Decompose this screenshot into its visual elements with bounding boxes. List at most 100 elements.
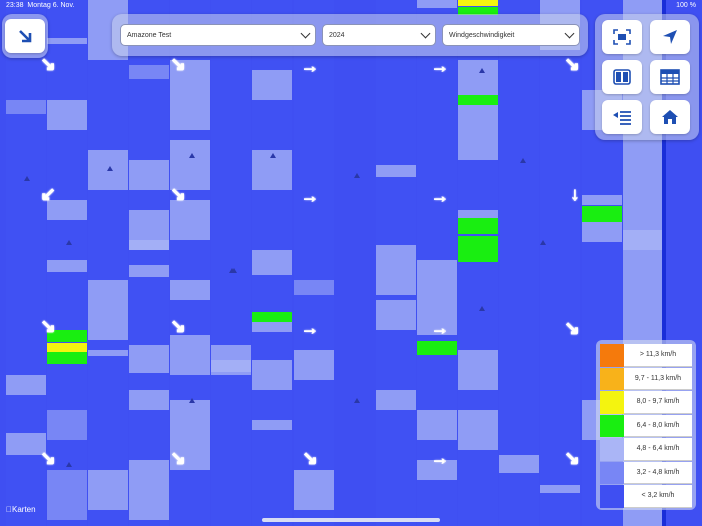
wind-direction-arrow-icon: ↘ bbox=[302, 448, 318, 469]
map-cell bbox=[88, 470, 128, 510]
map-cell bbox=[47, 330, 87, 342]
map-strip bbox=[417, 0, 457, 526]
wind-direction-arrow-icon: ↓ bbox=[570, 184, 580, 205]
map-cell bbox=[376, 300, 416, 330]
map-strip bbox=[47, 0, 87, 526]
arrow-down-right-icon bbox=[19, 30, 32, 43]
legend-swatch bbox=[600, 438, 624, 461]
metric-select-value: Windgeschwindigkeit bbox=[449, 31, 515, 39]
list-button[interactable] bbox=[602, 100, 642, 134]
map-marker-icon bbox=[479, 68, 485, 73]
metric-select[interactable]: Windgeschwindigkeit bbox=[442, 24, 580, 46]
legend-swatch bbox=[600, 391, 624, 414]
map-marker-icon bbox=[66, 462, 72, 467]
map-cell bbox=[458, 410, 498, 450]
map-cell bbox=[170, 60, 210, 130]
map-cell bbox=[170, 280, 210, 300]
map-cell bbox=[458, 0, 498, 6]
map-cell bbox=[252, 322, 292, 332]
map-strip bbox=[294, 0, 334, 526]
legend-row: 8,0 - 9,7 km/h bbox=[600, 391, 692, 414]
map-cell bbox=[458, 60, 498, 160]
map-cell bbox=[129, 65, 169, 79]
wind-direction-arrow-icon: → bbox=[301, 186, 320, 207]
map-marker-icon bbox=[354, 398, 360, 403]
map-cell bbox=[376, 390, 416, 410]
attribution-text: Karten bbox=[6, 505, 36, 514]
table-button[interactable] bbox=[650, 60, 690, 94]
map-strip bbox=[211, 0, 251, 526]
wind-direction-arrow-icon: ↘ bbox=[170, 448, 186, 469]
location-button[interactable] bbox=[650, 20, 690, 54]
map-cell bbox=[47, 260, 87, 272]
fullscreen-icon bbox=[613, 29, 631, 45]
status-bar: 23:38 Montag 6. Nov. 100 % bbox=[0, 0, 702, 13]
legend-row: 4,8 - 6,4 km/h bbox=[600, 438, 692, 461]
map-cell bbox=[458, 236, 498, 262]
map-cell bbox=[129, 265, 169, 277]
wind-direction-arrow-icon: ↘ bbox=[564, 318, 580, 339]
map-cell bbox=[417, 460, 457, 480]
map-cell bbox=[540, 485, 580, 493]
wind-direction-arrow-icon: ↘ bbox=[564, 54, 580, 75]
split-view-icon bbox=[613, 69, 631, 85]
legend-swatch bbox=[600, 367, 624, 390]
wind-direction-arrow-icon: → bbox=[431, 56, 450, 77]
map-cell bbox=[129, 460, 169, 520]
chevron-down-icon bbox=[300, 28, 311, 39]
map-strip bbox=[6, 0, 46, 526]
chevron-down-icon bbox=[564, 28, 575, 39]
wind-direction-arrow-icon: → bbox=[301, 318, 320, 339]
wind-direction-arrow-icon: ↘ bbox=[40, 316, 56, 337]
home-indicator[interactable] bbox=[262, 518, 440, 522]
map-strip bbox=[376, 0, 416, 526]
map-cell bbox=[582, 206, 622, 222]
map-cell bbox=[47, 352, 87, 364]
table-icon bbox=[660, 69, 680, 85]
wind-direction-arrow-icon: ↘ bbox=[40, 448, 56, 469]
back-button[interactable] bbox=[5, 19, 45, 53]
map-cell bbox=[417, 410, 457, 440]
map-cell bbox=[170, 400, 210, 440]
map-marker-icon bbox=[520, 158, 526, 163]
map-cell bbox=[458, 95, 498, 105]
field-select[interactable]: Amazone Test bbox=[120, 24, 316, 46]
map-marker-icon bbox=[479, 306, 485, 311]
home-icon bbox=[662, 110, 678, 124]
map-cell bbox=[170, 440, 210, 470]
map-marker-icon bbox=[66, 240, 72, 245]
legend-swatch bbox=[600, 344, 624, 367]
map-cell bbox=[88, 350, 128, 356]
map-cell bbox=[582, 195, 622, 205]
map-cell bbox=[6, 100, 46, 114]
map-cell bbox=[252, 250, 292, 275]
map-cell bbox=[170, 200, 210, 240]
map-cell bbox=[129, 240, 169, 250]
map-strip bbox=[170, 0, 210, 526]
map-strip bbox=[499, 0, 539, 526]
map-cell bbox=[417, 260, 457, 335]
legend-label: 6,4 - 8,0 km/h bbox=[624, 415, 692, 437]
location-arrow-icon bbox=[663, 30, 677, 44]
legend-label: > 11,3 km/h bbox=[624, 344, 692, 367]
split-view-button[interactable] bbox=[602, 60, 642, 94]
map-cell bbox=[376, 165, 416, 177]
map-cell bbox=[211, 360, 251, 372]
fullscreen-button[interactable] bbox=[602, 20, 642, 54]
legend-row: 9,7 - 11,3 km/h bbox=[600, 367, 692, 390]
map-cell bbox=[252, 420, 292, 430]
map-marker-icon bbox=[270, 153, 276, 158]
legend-label: 3,2 - 4,8 km/h bbox=[624, 462, 692, 484]
wind-direction-arrow-icon: ↘ bbox=[170, 316, 186, 337]
legend: > 11,3 km/h 9,7 - 11,3 km/h 8,0 - 9,7 km/h… bbox=[596, 340, 696, 510]
map-cell bbox=[47, 100, 87, 130]
home-button[interactable] bbox=[650, 100, 690, 134]
map-cell bbox=[129, 345, 169, 373]
map-cell bbox=[623, 230, 663, 250]
year-select[interactable]: 2024 bbox=[322, 24, 436, 46]
legend-row: > 11,3 km/h bbox=[600, 344, 692, 367]
status-time: 23:38 bbox=[6, 2, 24, 9]
map-cell bbox=[47, 200, 87, 220]
map-cell bbox=[294, 470, 334, 510]
